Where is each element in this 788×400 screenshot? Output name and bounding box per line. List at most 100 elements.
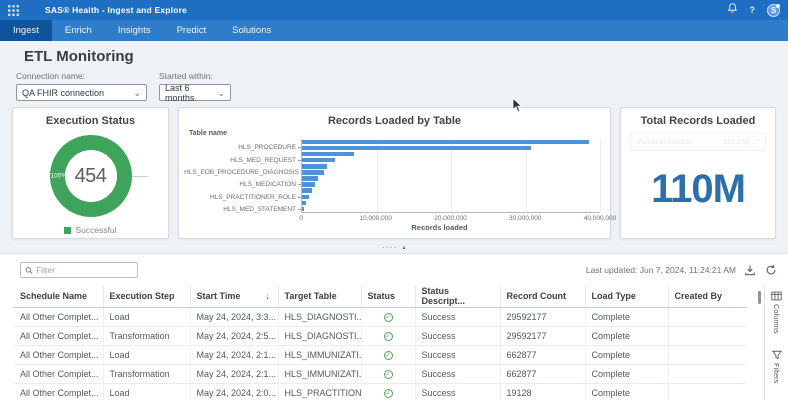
bar[interactable] [302,200,307,205]
table-row[interactable]: All Other Complet... Load May 24, 2024, 2:… [14,345,746,365]
filters-toggle[interactable]: Filters [771,350,782,384]
chevron-down-icon: ⌄ [217,87,225,98]
tab-ingest[interactable]: Ingest [0,20,52,41]
cell-target: HLS_PRACTITION... [278,383,362,400]
refresh-icon[interactable] [765,263,777,275]
cell-created [668,326,746,346]
bar-category-label: HLS_PRACTITIONER_ROLE [210,193,296,201]
x-tick-label: 0 [299,215,303,222]
connection-name-select[interactable]: QA FHIR connection ⌄ [16,84,147,101]
column-header-label: Created By [674,291,723,302]
bar[interactable] [302,194,310,199]
ghost-tooltip: Records loaded 110,252,... [630,132,766,151]
y-tick [298,208,301,210]
avatar[interactable]: S [767,3,780,17]
filter-input-wrap[interactable] [20,262,138,278]
gridline [376,139,378,212]
cell-schedule: All Other Complet... [14,345,104,365]
cell-status: ✓ [361,345,416,365]
filter-input[interactable] [36,265,133,275]
column-header-label: Status Descript... [421,286,466,307]
tab-insights[interactable]: Insights [117,25,151,36]
top-bar: SAS® Health - Ingest and Explore ? S [0,0,788,20]
column-header-step[interactable]: Execution Step [103,286,191,308]
cell-status: ✓ [361,326,416,346]
bar[interactable] [302,158,335,163]
scrollbar-thumb[interactable] [758,291,761,304]
cell-load: Complete [585,364,669,384]
bar-category-label: HLS_PROCEDURE [238,144,296,152]
legend-swatch [64,226,72,234]
column-header-created[interactable]: Created By [668,286,746,308]
success-status-icon: ✓ [383,351,393,361]
bar-row [302,188,600,194]
notifications-icon[interactable] [727,1,738,19]
sort-descending-icon: ↓ [265,291,270,302]
y-tick [298,184,301,186]
drag-dots-icon: ···· [381,242,398,252]
collapse-handle[interactable]: ···· ▲ [0,242,788,252]
bar[interactable] [302,145,532,151]
bar[interactable] [302,176,318,181]
cell-created [668,364,746,384]
bar-category-label: HLS_MED_STATEMENT [223,205,296,213]
filters-toggle-label: Filters [772,362,781,384]
bar-row [302,151,600,157]
tab-predict[interactable]: Predict [176,25,207,36]
app-switcher-icon[interactable] [8,4,19,16]
execution-status-donut[interactable]: 100% 454 [49,135,148,217]
bar[interactable] [302,152,355,157]
last-updated-text: Last updated: Jun 7, 2024, 11:24:21 AM [585,265,736,275]
bar-row [302,175,600,181]
column-header-schedule[interactable]: Schedule Name [14,286,104,308]
bar[interactable] [302,164,328,169]
gridline [600,139,601,212]
started-within-select[interactable]: Last 6 months ⌄ [159,83,231,103]
bar[interactable] [302,206,304,212]
chevron-down-icon: ⌄ [133,87,141,98]
app-title: SAS® Health - Ingest and Explore [45,5,188,15]
column-header-desc[interactable]: Status Descript... [415,286,501,308]
tab-enrich[interactable]: Enrich [64,25,92,36]
bar[interactable] [302,182,315,187]
cell-status: ✓ [361,307,416,327]
nav-tabs: Ingest Enrich Insights Predict Solutions [0,20,788,41]
bar[interactable] [302,139,589,145]
total-records-panel: Total Records Loaded Records loaded 110,… [620,107,776,239]
help-icon[interactable]: ? [749,5,756,15]
table-row[interactable]: All Other Complet... Transformation May 24… [14,364,746,384]
column-header-status[interactable]: Status [361,286,416,308]
column-header-label: Schedule Name [20,291,88,302]
bar-row [302,194,600,200]
table-row[interactable]: All Other Complet... Load May 24, 2024, 2:… [14,383,746,400]
table-header-row: Schedule Name Execution Step Start Time ↓ Ta… [14,286,746,308]
column-header-start[interactable]: Start Time ↓ [190,286,279,308]
success-status-icon: ✓ [383,370,393,380]
download-icon[interactable] [744,263,756,276]
tab-solutions[interactable]: Solutions [232,25,272,36]
cell-count: 29592177 [500,307,586,327]
cell-start: May 24, 2024, 2:1... [190,345,279,365]
donut-callout-line [131,176,148,177]
cell-created [668,307,746,327]
cell-target: HLS_DIAGNOSTI... [278,307,362,327]
table-row[interactable]: All Other Complet... Load May 24, 2024, 3:… [14,307,746,327]
started-within-field: Started within: Last 6 months ⌄ [159,71,231,103]
bar[interactable] [302,188,312,193]
bar-row [302,169,600,175]
table-row[interactable]: All Other Complet... Transformation May 24… [14,326,746,346]
collapse-arrow-icon: ▲ [401,245,407,251]
column-header-count[interactable]: Record Count [500,286,586,308]
main-content: ETL Monitoring Connection name: QA FHIR … [0,41,788,400]
column-header-target[interactable]: Target Table [278,286,362,308]
columns-toggle[interactable]: Columns [771,291,782,334]
cell-load: Complete [585,383,669,400]
total-records-value: 110M [651,167,746,211]
cell-desc: Success [415,364,501,384]
bar[interactable] [302,170,325,175]
bar-category-labels: HLS_PROCEDURE HLS_MED_REQUEST HLS_EOB_PROC… [184,139,301,213]
bar-category-label: HLS_EOB_PROCEDURE_DIAGNOSIS [184,168,299,176]
cell-status: ✓ [361,383,416,400]
donut-legend: Successful [13,225,168,235]
column-header-load[interactable]: Load Type [585,286,669,308]
